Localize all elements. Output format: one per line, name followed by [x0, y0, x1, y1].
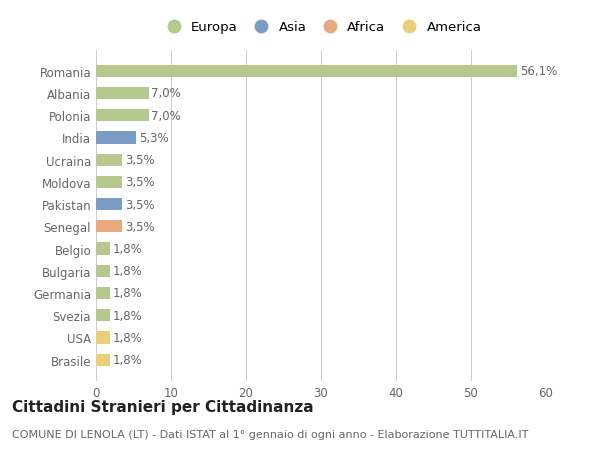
Text: Cittadini Stranieri per Cittadinanza: Cittadini Stranieri per Cittadinanza — [12, 399, 314, 414]
Bar — [96, 154, 122, 167]
Bar — [96, 265, 110, 277]
Bar — [96, 309, 110, 322]
Bar — [96, 176, 122, 189]
Text: 1,8%: 1,8% — [113, 353, 142, 366]
Text: 1,8%: 1,8% — [113, 287, 142, 300]
Text: 3,5%: 3,5% — [125, 220, 155, 233]
Bar — [96, 331, 110, 344]
Bar — [96, 354, 110, 366]
Text: 7,0%: 7,0% — [151, 87, 181, 100]
Bar — [96, 132, 136, 144]
Text: 7,0%: 7,0% — [151, 109, 181, 123]
Bar — [96, 287, 110, 299]
Text: 1,8%: 1,8% — [113, 265, 142, 278]
Text: 3,5%: 3,5% — [125, 198, 155, 211]
Bar — [96, 66, 517, 78]
Bar — [96, 199, 122, 211]
Text: 1,8%: 1,8% — [113, 331, 142, 344]
Text: 1,8%: 1,8% — [113, 242, 142, 256]
Bar — [96, 110, 149, 122]
Text: COMUNE DI LENOLA (LT) - Dati ISTAT al 1° gennaio di ogni anno - Elaborazione TUT: COMUNE DI LENOLA (LT) - Dati ISTAT al 1°… — [12, 429, 529, 439]
Bar — [96, 88, 149, 100]
Text: 5,3%: 5,3% — [139, 132, 169, 145]
Bar — [96, 221, 122, 233]
Text: 56,1%: 56,1% — [520, 65, 557, 78]
Text: 1,8%: 1,8% — [113, 309, 142, 322]
Text: 3,5%: 3,5% — [125, 176, 155, 189]
Bar — [96, 243, 110, 255]
Text: 3,5%: 3,5% — [125, 154, 155, 167]
Legend: Europa, Asia, Africa, America: Europa, Asia, Africa, America — [157, 17, 485, 38]
